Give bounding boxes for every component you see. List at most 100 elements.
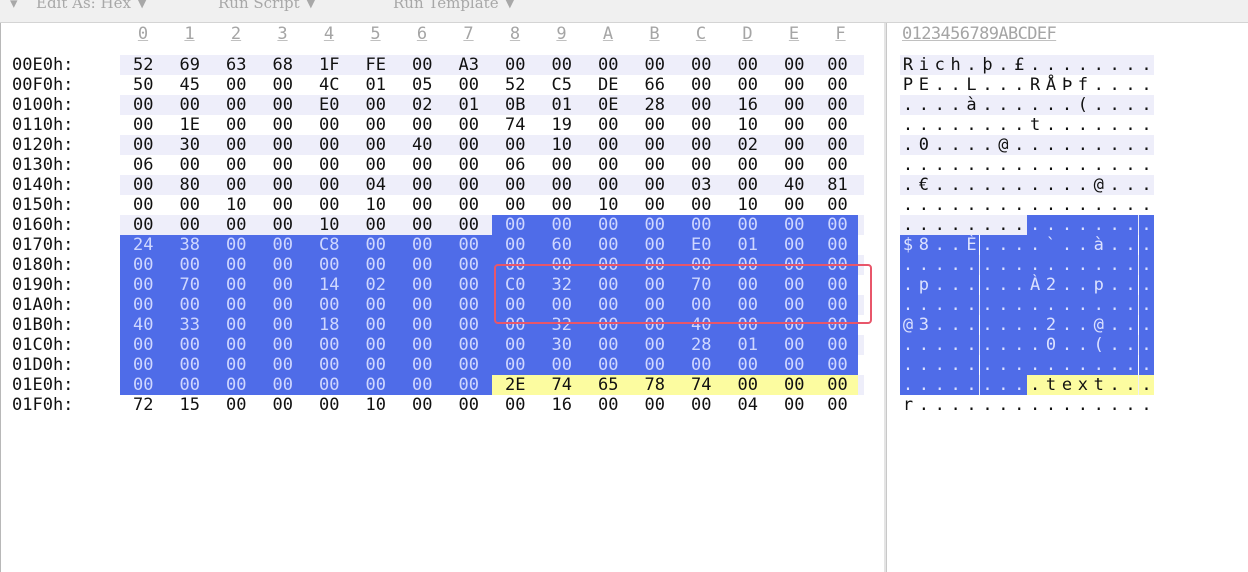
hex-byte[interactable]: 00 <box>133 115 154 135</box>
text-char[interactable]: . <box>947 355 964 375</box>
hex-byte[interactable]: 00 <box>827 55 848 75</box>
hex-byte[interactable]: 00 <box>678 295 725 315</box>
text-char[interactable]: . <box>1043 215 1059 235</box>
hex-byte[interactable]: A3 <box>458 55 479 75</box>
hex-byte[interactable]: 30 <box>179 135 200 155</box>
text-char[interactable]: . <box>1125 115 1136 135</box>
hex-byte[interactable]: 33 <box>166 315 213 335</box>
text-char[interactable]: . <box>1061 95 1073 115</box>
text-char[interactable]: . <box>1014 395 1025 415</box>
hex-byte[interactable]: 00 <box>399 275 446 295</box>
hex-byte[interactable]: 00 <box>598 395 619 415</box>
hex-byte[interactable]: 00 <box>412 155 433 175</box>
hex-byte[interactable]: 00 <box>213 375 260 395</box>
hex-byte[interactable]: 00 <box>458 215 479 235</box>
text-char[interactable]: . <box>918 95 929 115</box>
text-char[interactable]: . <box>1045 175 1057 195</box>
text-char[interactable]: . <box>1030 175 1041 195</box>
text-char[interactable]: . <box>995 275 1012 295</box>
text-char[interactable]: . <box>966 55 977 75</box>
text-char[interactable]: . <box>947 335 964 355</box>
hex-byte[interactable]: 00 <box>133 135 154 155</box>
text-char[interactable]: . <box>1109 175 1120 195</box>
hex-byte[interactable]: 00 <box>226 395 247 415</box>
hex-byte[interactable]: 65 <box>585 375 632 395</box>
hex-byte[interactable]: 00 <box>412 115 433 135</box>
text-char[interactable]: . <box>931 235 948 255</box>
hex-byte[interactable]: 00 <box>827 395 848 415</box>
hex-byte[interactable]: 00 <box>445 355 492 375</box>
text-char[interactable]: . <box>982 75 993 95</box>
hex-byte[interactable]: 15 <box>179 395 200 415</box>
hex-byte[interactable]: 00 <box>133 195 154 215</box>
text-char[interactable]: . <box>1074 315 1091 335</box>
text-char[interactable]: . <box>1093 135 1104 155</box>
text-char[interactable]: . <box>947 375 964 395</box>
text-char[interactable]: . <box>947 235 964 255</box>
hex-byte[interactable]: 00 <box>551 155 572 175</box>
hex-byte[interactable]: 00 <box>365 215 386 235</box>
hex-byte[interactable]: 00 <box>817 275 858 295</box>
hex-byte[interactable]: 00 <box>492 315 539 335</box>
hex-byte[interactable]: 00 <box>505 55 526 75</box>
text-char[interactable]: . <box>950 395 961 415</box>
text-char[interactable]: . <box>1030 55 1041 75</box>
hex-byte[interactable]: 00 <box>259 255 306 275</box>
text-char[interactable]: . <box>963 375 980 395</box>
text-char[interactable]: . <box>931 275 948 295</box>
text-char[interactable]: . <box>1141 55 1152 75</box>
text-char[interactable]: . <box>1093 395 1104 415</box>
hex-byte[interactable]: 00 <box>631 275 678 295</box>
text-char[interactable]: . <box>934 115 945 135</box>
text-char[interactable]: . <box>1011 295 1028 315</box>
hex-byte[interactable]: 00 <box>213 255 260 275</box>
text-char[interactable]: . <box>998 215 1009 235</box>
text-char[interactable]: . <box>915 375 932 395</box>
hex-byte[interactable]: 00 <box>352 295 399 315</box>
text-char[interactable]: ( <box>1077 95 1088 115</box>
hex-byte[interactable]: 00 <box>538 355 585 375</box>
text-char[interactable]: . <box>979 295 996 315</box>
text-char[interactable]: . <box>1106 235 1123 255</box>
hex-byte[interactable]: 00 <box>319 195 340 215</box>
text-char[interactable]: . <box>1011 275 1028 295</box>
hex-byte[interactable]: 00 <box>551 195 572 215</box>
text-char[interactable]: . <box>963 335 980 355</box>
text-char[interactable]: . <box>900 335 916 355</box>
hex-byte[interactable]: 00 <box>272 395 293 415</box>
text-char[interactable]: c <box>934 55 945 75</box>
hex-byte[interactable]: 00 <box>644 135 665 155</box>
hex-byte[interactable]: 00 <box>691 135 712 155</box>
hex-byte[interactable]: 00 <box>226 115 247 135</box>
hex-byte[interactable]: 06 <box>505 155 526 175</box>
hex-byte[interactable]: 01 <box>724 235 771 255</box>
hex-byte[interactable]: 00 <box>399 375 446 395</box>
text-char[interactable]: . <box>950 195 961 215</box>
text-char[interactable]: . <box>1045 115 1057 135</box>
text-char[interactable]: € <box>918 175 929 195</box>
text-char[interactable]: . <box>1014 115 1025 135</box>
text-char[interactable]: . <box>966 175 977 195</box>
pane-divider[interactable] <box>884 23 886 572</box>
hex-byte[interactable]: 00 <box>771 335 818 355</box>
hex-byte[interactable]: 18 <box>306 315 353 335</box>
hex-byte[interactable]: 00 <box>259 355 306 375</box>
text-char[interactable]: . <box>1125 55 1136 75</box>
hex-row[interactable]: 01F0h: 72 15 00 00 00 10 00 00 00 16 00 00 00 04 00 00 r.… <box>0 395 1170 415</box>
hex-byte[interactable]: 74 <box>678 375 725 395</box>
hex-row[interactable]: 01C0h: 00 00 00 00 00 00 00 00 00 30 00 00 28 01 00 00..… <box>0 335 1170 355</box>
hex-byte[interactable]: 00 <box>598 175 619 195</box>
text-char[interactable]: . <box>1045 395 1057 415</box>
text-char[interactable]: . <box>995 295 1012 315</box>
hex-byte[interactable]: 66 <box>644 75 665 95</box>
text-char[interactable]: . <box>902 215 914 235</box>
text-char[interactable]: . <box>966 395 977 415</box>
text-char[interactable]: . <box>1061 55 1073 75</box>
text-char[interactable]: . <box>1109 95 1120 115</box>
text-char[interactable]: . <box>1027 355 1044 375</box>
hex-byte[interactable]: 01 <box>458 95 479 115</box>
hex-byte[interactable]: 00 <box>319 135 340 155</box>
text-char[interactable]: . <box>950 135 961 155</box>
hex-byte[interactable]: 10 <box>319 215 340 235</box>
